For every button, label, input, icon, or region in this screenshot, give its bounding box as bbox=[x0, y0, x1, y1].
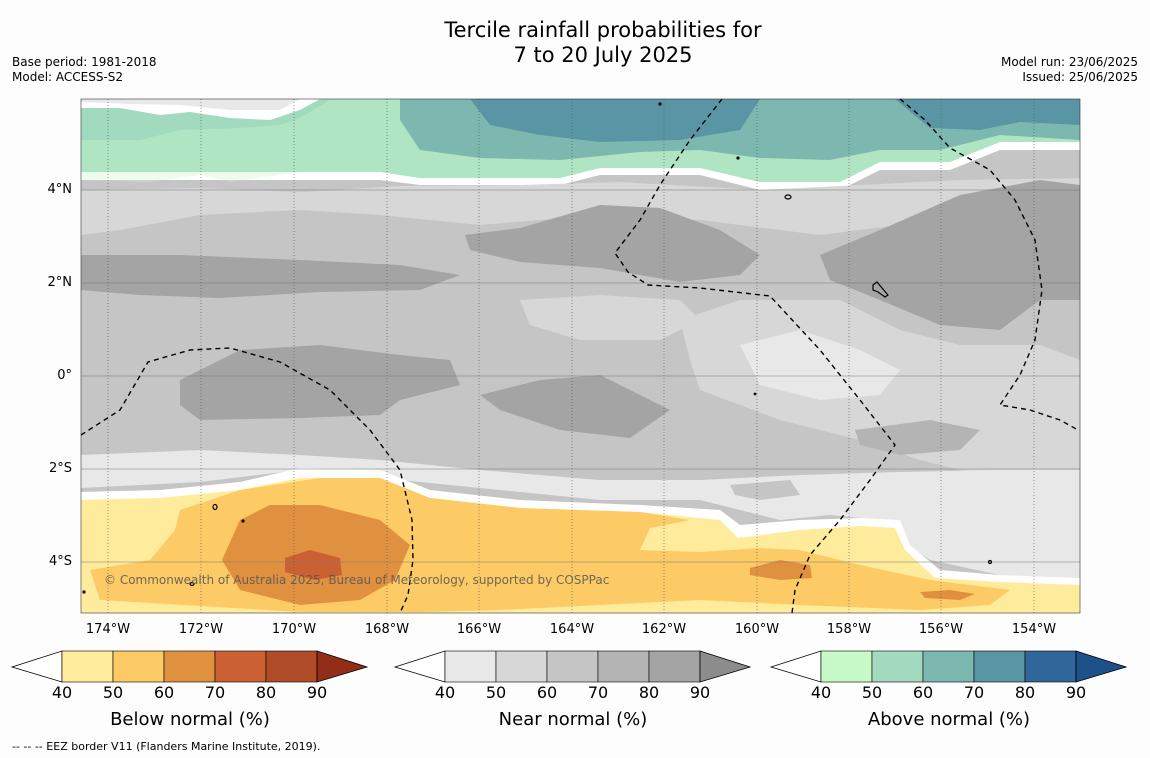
x-tick-label: 158°W bbox=[826, 622, 872, 637]
colorbar-tick: 90 bbox=[1065, 683, 1087, 702]
meta-left: Base period: 1981-2018 Model: ACCESS-S2 bbox=[12, 55, 157, 85]
colorbar-below bbox=[10, 650, 369, 683]
colorbar-title-below: Below normal (%) bbox=[110, 709, 270, 730]
colorbar-title-above: Above normal (%) bbox=[867, 709, 1031, 730]
model-run-label: Model run: 23/06/2025 bbox=[1000, 55, 1138, 69]
y-tick-label: 2°N bbox=[47, 275, 73, 290]
colorbar-tick: 40 bbox=[810, 683, 832, 702]
colorbar-tick: 60 bbox=[536, 683, 558, 702]
x-tick-label: 156°W bbox=[918, 622, 964, 637]
colorbar-above bbox=[769, 650, 1128, 683]
map-fill bbox=[81, 99, 1080, 613]
x-tick-label: 154°W bbox=[1011, 622, 1057, 637]
colorbar-tick: 50 bbox=[485, 683, 507, 702]
x-tick-label: 162°W bbox=[641, 622, 687, 637]
x-tick-label: 174°W bbox=[85, 622, 131, 637]
colorbar-title-near: Near normal (%) bbox=[498, 709, 648, 730]
colorbar-tick: 70 bbox=[587, 683, 609, 702]
x-tick-label: 172°W bbox=[178, 622, 224, 637]
model-label: Model: ACCESS-S2 bbox=[12, 70, 124, 84]
y-tick-label: 0° bbox=[57, 368, 72, 383]
colorbar-tick: 80 bbox=[1014, 683, 1036, 702]
eez-footnote: -- -- -- EEZ border V11 (Flanders Marine… bbox=[12, 740, 321, 753]
colorbar-tick: 80 bbox=[255, 683, 277, 702]
issued-label: Issued: 25/06/2025 bbox=[1022, 70, 1138, 84]
islands bbox=[82, 102, 993, 594]
colorbar-tick: 70 bbox=[204, 683, 226, 702]
eez-border bbox=[80, 98, 1079, 614]
colorbar-tick: 40 bbox=[51, 683, 73, 702]
title-line-2: 7 to 20 July 2025 bbox=[513, 43, 693, 67]
x-tick-label: 170°W bbox=[271, 622, 317, 637]
y-tick-label: 4°S bbox=[48, 554, 72, 569]
y-tick-label: 2°S bbox=[48, 461, 72, 476]
x-tick-label: 168°W bbox=[364, 622, 410, 637]
y-tick-label: 4°N bbox=[47, 182, 73, 197]
colorbar-tick: 90 bbox=[306, 683, 328, 702]
copyright-notice: © Commonwealth of Australia 2025, Bureau… bbox=[104, 573, 610, 587]
title-line-1: Tercile rainfall probabilities for bbox=[444, 18, 762, 42]
colorbar-tick: 50 bbox=[861, 683, 883, 702]
colorbar-tick: 80 bbox=[638, 683, 660, 702]
colorbar-tick: 60 bbox=[912, 683, 934, 702]
parallels bbox=[81, 189, 1080, 563]
x-tick-label: 164°W bbox=[549, 622, 595, 637]
colorbar-tick: 60 bbox=[153, 683, 175, 702]
x-tick-label: 160°W bbox=[734, 622, 780, 637]
meta-right: Model run: 23/06/2025 Issued: 25/06/2025 bbox=[1001, 55, 1138, 85]
colorbar-tick: 90 bbox=[689, 683, 711, 702]
colorbar-tick: 70 bbox=[963, 683, 985, 702]
chart-title: Tercile rainfall probabilities for 7 to … bbox=[0, 18, 1150, 68]
base-period-label: Base period: 1981-2018 bbox=[12, 55, 157, 69]
colorbar-tick: 50 bbox=[102, 683, 124, 702]
x-tick-label: 166°W bbox=[456, 622, 502, 637]
colorbar-tick: 40 bbox=[434, 683, 456, 702]
colorbar-near bbox=[393, 650, 752, 683]
